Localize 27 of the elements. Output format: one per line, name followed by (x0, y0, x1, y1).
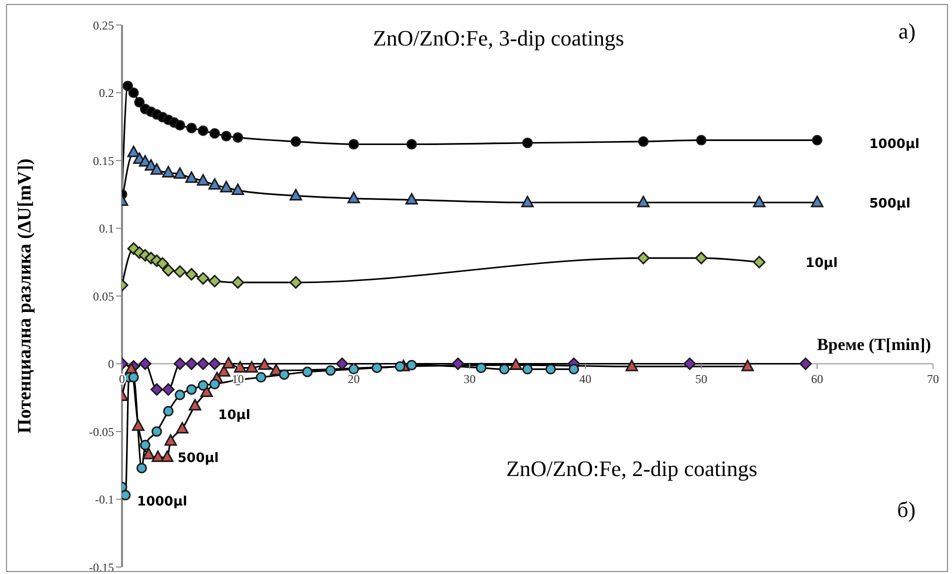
annotation: ZnO/ZnO:Fe, 3-dip coatings (372, 25, 624, 50)
x-axis-title: Време (T[min]) (816, 334, 931, 354)
y-tick-label: 0.15 (93, 154, 114, 168)
annotation: 10µl (218, 408, 250, 423)
x-tick-label: 20 (348, 372, 360, 386)
annotation: б) (897, 496, 916, 522)
annotation: 500µl (869, 196, 910, 212)
y-tick-label: -0.1 (95, 492, 114, 507)
y-tick-label: 0.2 (99, 86, 114, 100)
annotation: 1000µl (137, 494, 188, 510)
x-tick-label: 50 (695, 372, 708, 386)
y-tick-label: 0 (108, 357, 114, 372)
annotation: 1000µl (869, 136, 920, 152)
annotation: 10µl (806, 256, 838, 272)
annotation: ZnO/ZnO:Fe, 2-dip coatings (506, 456, 758, 482)
annotation: 500µl (178, 451, 219, 466)
y-tick-label: 0.05 (93, 289, 114, 304)
x-tick-label: 0 (119, 372, 125, 386)
y-tick-label: -0.05 (89, 424, 114, 439)
y-tick-label: 0.25 (93, 18, 114, 32)
annotation: а) (898, 18, 916, 44)
x-tick-label: 40 (579, 372, 592, 386)
x-tick-label: 70 (927, 372, 939, 386)
x-tick-label: 30 (464, 372, 476, 386)
y-axis-title: Потенциална разлика (ΔU[mV]) (14, 158, 36, 434)
x-tick-label: 60 (811, 372, 824, 386)
y-tick-label: 0.1 (99, 222, 114, 236)
